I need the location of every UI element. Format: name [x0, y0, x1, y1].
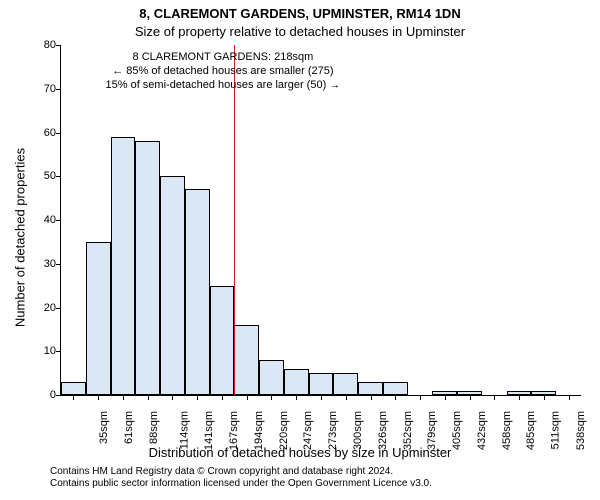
ytick-label: 10	[26, 345, 56, 357]
xtick-label: 485sqm	[525, 411, 537, 450]
histogram-bar	[185, 189, 210, 395]
page-subtitle: Size of property relative to detached ho…	[0, 24, 600, 39]
ytick-label: 40	[26, 214, 56, 226]
xtick-mark	[172, 395, 173, 400]
annotation-line2: ← 85% of detached houses are smaller (27…	[106, 65, 341, 79]
ytick-label: 80	[26, 39, 56, 51]
ytick-mark	[56, 395, 61, 396]
ytick-label: 60	[26, 127, 56, 139]
xtick-mark	[271, 395, 272, 400]
histogram-bar	[383, 382, 408, 395]
xtick-mark	[346, 395, 347, 400]
histogram-bar	[358, 382, 383, 395]
xtick-mark	[123, 395, 124, 400]
xtick-label: 114sqm	[178, 411, 190, 449]
xtick-mark	[296, 395, 297, 400]
xtick-mark	[98, 395, 99, 400]
xtick-label: 88sqm	[148, 411, 160, 444]
xtick-mark	[494, 395, 495, 400]
xtick-label: 432sqm	[476, 411, 488, 450]
histogram-bar	[284, 369, 309, 395]
xtick-mark	[222, 395, 223, 400]
xtick-label: 35sqm	[98, 411, 110, 444]
histogram-bar	[259, 360, 284, 395]
xtick-mark	[445, 395, 446, 400]
ytick-mark	[56, 89, 61, 90]
histogram-bar	[210, 286, 235, 395]
xtick-mark	[544, 395, 545, 400]
xtick-label: 538sqm	[575, 411, 587, 450]
histogram-bar	[234, 325, 259, 395]
histogram-bar	[135, 141, 160, 395]
annotation-box: 8 CLAREMONT GARDENS: 218sqm ← 85% of det…	[106, 51, 341, 92]
xtick-label: 194sqm	[253, 411, 265, 450]
xtick-label: 405sqm	[451, 411, 463, 450]
footnote-line2: Contains public sector information licen…	[50, 478, 432, 490]
xtick-label: 220sqm	[278, 411, 290, 450]
annotation-line3: 15% of semi-detached houses are larger (…	[106, 79, 341, 93]
histogram-plot: 0102030405060708035sqm61sqm88sqm114sqm14…	[60, 45, 581, 396]
xtick-mark	[569, 395, 570, 400]
ytick-mark	[56, 308, 61, 309]
histogram-bar	[61, 382, 86, 395]
xtick-mark	[197, 395, 198, 400]
histogram-bar	[333, 373, 358, 395]
xtick-label: 273sqm	[327, 411, 339, 450]
reference-line	[234, 45, 235, 395]
xtick-label: 458sqm	[501, 411, 513, 450]
xtick-mark	[519, 395, 520, 400]
histogram-bar	[111, 137, 136, 395]
histogram-bar	[86, 242, 111, 395]
ytick-label: 0	[26, 389, 56, 401]
xtick-mark	[73, 395, 74, 400]
ytick-label: 50	[26, 170, 56, 182]
ytick-mark	[56, 264, 61, 265]
footnote-line1: Contains HM Land Registry data © Crown c…	[50, 466, 432, 478]
histogram-bar	[160, 176, 185, 395]
xtick-mark	[420, 395, 421, 400]
annotation-line1: 8 CLAREMONT GARDENS: 218sqm	[106, 51, 341, 65]
ytick-mark	[56, 176, 61, 177]
page-title-address: 8, CLAREMONT GARDENS, UPMINSTER, RM14 1D…	[0, 6, 600, 21]
xtick-label: 511sqm	[549, 411, 561, 449]
footnote: Contains HM Land Registry data © Crown c…	[50, 466, 432, 490]
xtick-mark	[371, 395, 372, 400]
histogram-bar	[309, 373, 334, 395]
ytick-label: 30	[26, 258, 56, 270]
ytick-mark	[56, 220, 61, 221]
xtick-label: 300sqm	[352, 411, 364, 450]
xtick-label: 247sqm	[303, 411, 315, 450]
ytick-mark	[56, 45, 61, 46]
xtick-mark	[395, 395, 396, 400]
xtick-label: 167sqm	[228, 411, 240, 450]
ytick-label: 20	[26, 302, 56, 314]
xtick-mark	[470, 395, 471, 400]
xtick-label: 141sqm	[204, 411, 216, 450]
xtick-mark	[148, 395, 149, 400]
ytick-mark	[56, 351, 61, 352]
xtick-label: 61sqm	[123, 411, 135, 444]
ytick-mark	[56, 133, 61, 134]
xtick-mark	[321, 395, 322, 400]
ytick-label: 70	[26, 83, 56, 95]
xtick-label: 352sqm	[402, 411, 414, 450]
xtick-mark	[247, 395, 248, 400]
xtick-label: 379sqm	[426, 411, 438, 450]
xtick-label: 326sqm	[377, 411, 389, 450]
